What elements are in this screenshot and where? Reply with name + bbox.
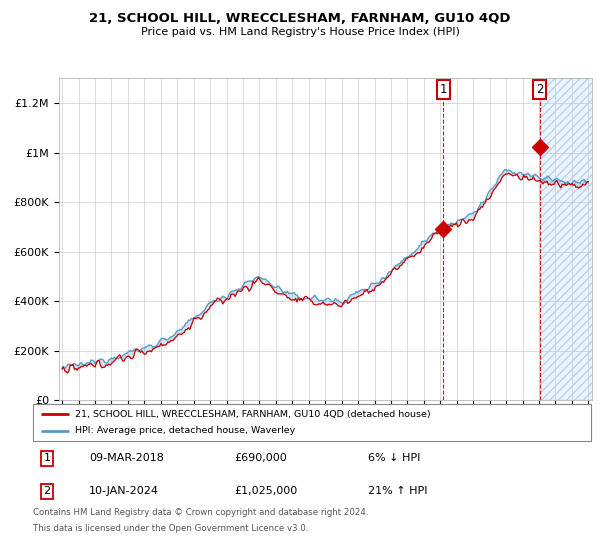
Text: 21% ↑ HPI: 21% ↑ HPI [368, 486, 427, 496]
Text: Contains HM Land Registry data © Crown copyright and database right 2024.: Contains HM Land Registry data © Crown c… [33, 508, 368, 517]
Text: HPI: Average price, detached house, Waverley: HPI: Average price, detached house, Wave… [75, 426, 295, 435]
Text: 1: 1 [43, 453, 50, 463]
Text: 2: 2 [536, 83, 544, 96]
Text: 6% ↓ HPI: 6% ↓ HPI [368, 453, 420, 463]
Bar [539, 78, 596, 400]
Text: 21, SCHOOL HILL, WRECCLESHAM, FARNHAM, GU10 4QD: 21, SCHOOL HILL, WRECCLESHAM, FARNHAM, G… [89, 12, 511, 25]
Text: 21, SCHOOL HILL, WRECCLESHAM, FARNHAM, GU10 4QD (detached house): 21, SCHOOL HILL, WRECCLESHAM, FARNHAM, G… [75, 410, 430, 419]
Text: 1: 1 [440, 83, 447, 96]
Text: £690,000: £690,000 [234, 453, 287, 463]
Text: 10-JAN-2024: 10-JAN-2024 [89, 486, 159, 496]
Text: £1,025,000: £1,025,000 [234, 486, 297, 496]
Text: 09-MAR-2018: 09-MAR-2018 [89, 453, 164, 463]
FancyBboxPatch shape [33, 404, 591, 441]
Bar [539, 78, 596, 400]
Text: This data is licensed under the Open Government Licence v3.0.: This data is licensed under the Open Gov… [33, 524, 308, 533]
Text: Price paid vs. HM Land Registry's House Price Index (HPI): Price paid vs. HM Land Registry's House … [140, 27, 460, 37]
Text: 2: 2 [43, 486, 50, 496]
